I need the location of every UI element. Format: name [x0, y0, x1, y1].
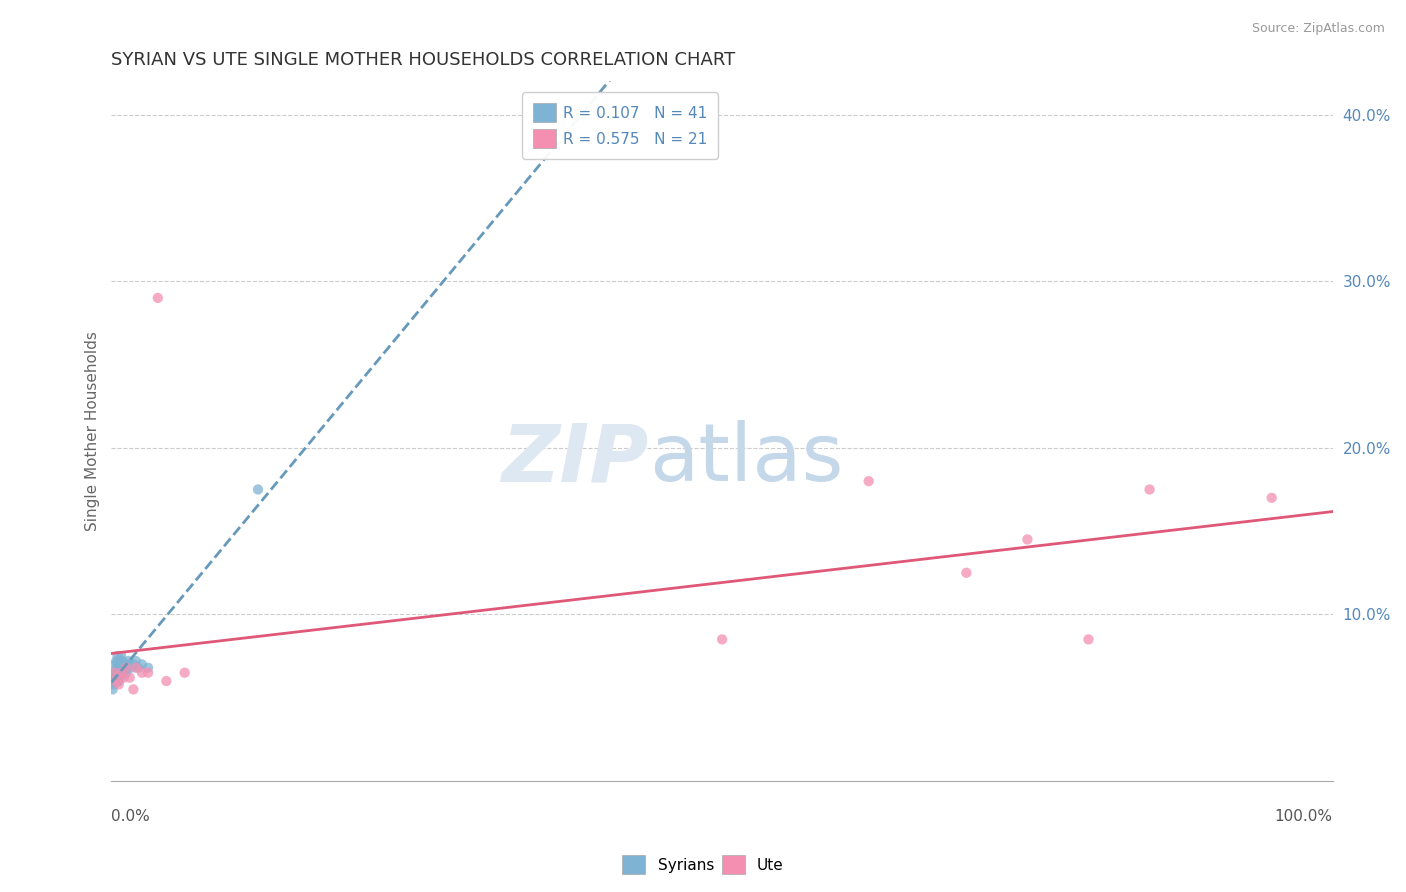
Point	[118, 671, 141, 685]
Point	[105, 662, 128, 676]
Point	[136, 665, 159, 680]
Point	[112, 657, 135, 672]
Point	[107, 649, 129, 664]
Y-axis label: Single Mother Households: Single Mother Households	[86, 331, 100, 531]
Point	[115, 665, 138, 680]
Text: ZIP: ZIP	[502, 420, 648, 498]
Point	[125, 661, 148, 675]
Point	[105, 654, 128, 668]
Point	[246, 483, 269, 497]
Point	[112, 671, 135, 685]
Text: SYRIAN VS UTE SINGLE MOTHER HOUSEHOLDS CORRELATION CHART: SYRIAN VS UTE SINGLE MOTHER HOUSEHOLDS C…	[111, 51, 735, 69]
Point	[122, 657, 145, 672]
Point	[125, 654, 148, 668]
Point	[117, 654, 139, 668]
Point	[110, 649, 132, 664]
Point	[108, 654, 131, 668]
Point	[117, 661, 139, 675]
Point	[155, 674, 177, 689]
Point	[131, 657, 153, 672]
Point	[1017, 533, 1039, 547]
Text: atlas: atlas	[648, 420, 844, 498]
Point	[103, 671, 125, 685]
Point	[131, 665, 153, 680]
Point	[107, 674, 129, 689]
Point	[136, 661, 159, 675]
Point	[105, 674, 128, 689]
Point	[101, 682, 124, 697]
Point	[112, 665, 135, 680]
Point	[107, 657, 129, 672]
Point	[111, 662, 134, 676]
Text: Source: ZipAtlas.com: Source: ZipAtlas.com	[1251, 22, 1385, 36]
Point	[858, 474, 880, 488]
Point	[101, 674, 124, 689]
Point	[114, 661, 136, 675]
Point	[955, 566, 977, 580]
Text: 100.0%: 100.0%	[1275, 809, 1333, 824]
Point	[103, 665, 125, 680]
Point	[1260, 491, 1282, 505]
Point	[108, 671, 131, 685]
Point	[107, 665, 129, 680]
Point	[104, 674, 127, 689]
Point	[108, 662, 131, 676]
Point	[104, 657, 127, 672]
Point	[1139, 483, 1161, 497]
Point	[107, 657, 129, 672]
Point	[105, 671, 128, 685]
Legend: R = 0.107   N = 41, R = 0.575   N = 21: R = 0.107 N = 41, R = 0.575 N = 21	[522, 93, 718, 159]
Point	[110, 665, 132, 680]
Point	[711, 632, 734, 647]
Point	[1077, 632, 1099, 647]
Point	[110, 657, 132, 672]
Point	[107, 665, 129, 680]
Point	[103, 677, 125, 691]
Point	[107, 674, 129, 689]
Point	[104, 665, 127, 680]
Point	[115, 661, 138, 675]
Point	[118, 657, 141, 672]
Point	[146, 291, 169, 305]
Legend: Syrians, Ute: Syrians, Ute	[616, 849, 790, 880]
Point	[127, 661, 149, 675]
Point	[120, 661, 142, 675]
Point	[173, 665, 195, 680]
Point	[122, 682, 145, 697]
Text: 0.0%: 0.0%	[111, 809, 150, 824]
Point	[110, 665, 132, 680]
Point	[111, 654, 134, 668]
Point	[115, 657, 138, 672]
Point	[103, 665, 125, 680]
Point	[107, 677, 129, 691]
